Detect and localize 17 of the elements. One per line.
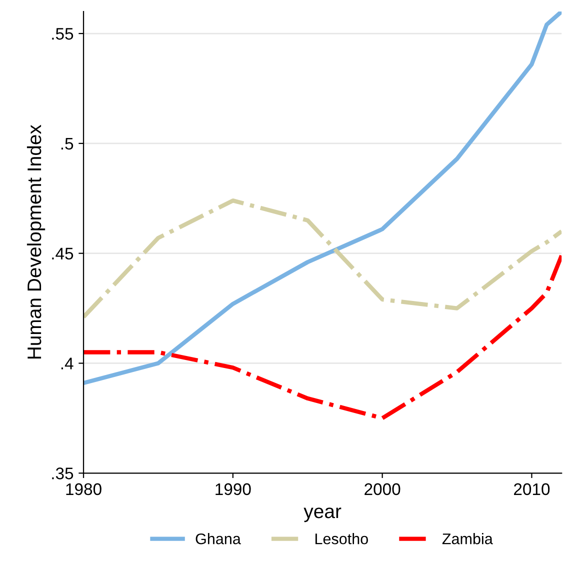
y-tick-label: .55: [52, 28, 74, 40]
y-tick-label: .35: [52, 468, 74, 480]
y-tick-label: .4: [61, 358, 74, 370]
y-axis-title: Human Development Index: [26, 124, 46, 359]
x-axis-title: year: [304, 508, 342, 522]
legend-label: Ghana: [196, 533, 241, 544]
legend-label: Lesotho: [315, 533, 368, 544]
x-tick-label: 1980: [66, 483, 102, 496]
y-tick-label: .45: [52, 248, 74, 260]
legend-label: Zambia: [442, 533, 493, 544]
line-series: [84, 198, 562, 320]
x-tick-label: 1990: [216, 483, 251, 496]
line-series: [84, 12, 562, 386]
y-tick-label: .5: [61, 138, 74, 150]
x-tick-label: 2000: [364, 483, 400, 496]
line-series: [84, 253, 562, 420]
x-tick-label: 2010: [514, 483, 550, 496]
